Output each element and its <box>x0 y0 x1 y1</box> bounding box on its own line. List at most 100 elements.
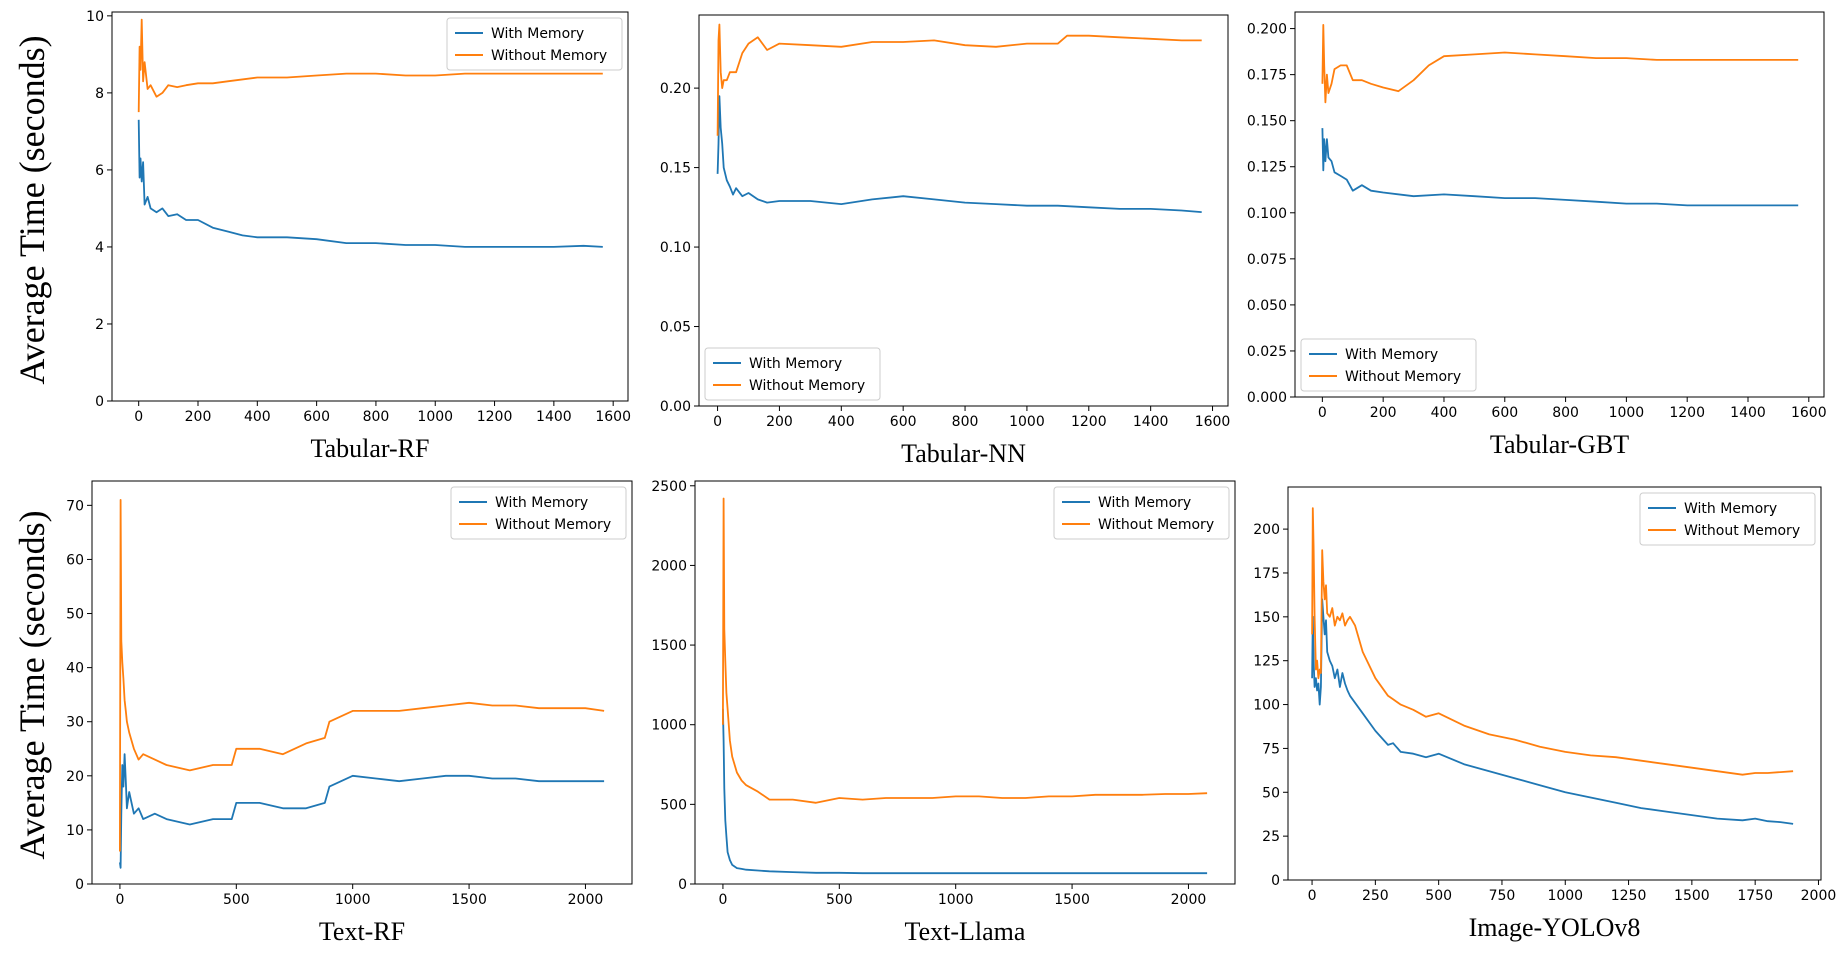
y-tick-label: 0.150 <box>1247 114 1287 130</box>
chart-3: 0 200 400 600 800 1000 1200 1400 1600 0.000 0.025 0… <box>1247 11 1827 459</box>
y-tick-label: 10 <box>66 823 84 839</box>
subplot-title: Text-RF <box>319 917 405 946</box>
y-tick-label: 0 <box>75 877 84 893</box>
series-line-without-memory <box>716 23 1202 136</box>
legend-label-without-memory: Without Memory <box>495 517 611 533</box>
series-line-with-memory <box>716 95 1202 213</box>
y-tick-label: 0.025 <box>1247 344 1287 360</box>
x-tick-label: 1600 <box>1195 414 1231 430</box>
x-tick-label: 1000 <box>938 892 974 908</box>
x-tick-label: 2000 <box>1801 888 1837 904</box>
chart-2: 0 200 400 600 800 1000 1200 1400 1600 0.00 0.05 0.1… <box>660 14 1231 468</box>
series-line-with-memory <box>722 708 1208 875</box>
x-tick-label: 200 <box>1370 405 1397 421</box>
y-tick-label: 200 <box>1253 522 1280 538</box>
x-tick-label: 1200 <box>1071 414 1107 430</box>
x-tick-label: 1400 <box>1730 405 1766 421</box>
x-tick-label: 0 <box>713 414 722 430</box>
y-tick-label: 0.10 <box>660 240 691 256</box>
legend-box <box>704 347 881 401</box>
legend-label-without-memory: Without Memory <box>1684 523 1800 539</box>
y-tick-label: 20 <box>66 769 84 785</box>
y-tick-label: 1500 <box>651 638 687 654</box>
y-tick-label: 0.175 <box>1247 68 1287 84</box>
subplot-title: Tabular-GBT <box>1490 430 1629 459</box>
y-tick-label: 75 <box>1262 741 1280 757</box>
y-tick-label: 0 <box>678 877 687 893</box>
x-tick-label: 800 <box>1552 405 1579 421</box>
x-tick-label: 2000 <box>1171 892 1207 908</box>
legend-box <box>446 17 623 71</box>
x-tick-label: 500 <box>223 892 250 908</box>
legend: With Memory Without Memory <box>704 347 881 401</box>
x-tick-label: 0 <box>1318 405 1327 421</box>
y-tick-label: 0.050 <box>1247 298 1287 314</box>
x-tick-label: 1400 <box>536 409 572 425</box>
y-tick-label: 2500 <box>651 479 687 495</box>
y-tick-label: 0.200 <box>1247 22 1287 38</box>
legend-box <box>1300 338 1477 392</box>
y-tick-label: 6 <box>95 163 104 179</box>
series-line-without-memory <box>1311 507 1794 776</box>
y-axis-label-top: Average Time (seconds) <box>12 35 52 385</box>
x-tick-label: 1500 <box>1054 892 1090 908</box>
x-tick-label: 1600 <box>1791 405 1827 421</box>
x-tick-label: 750 <box>1489 888 1516 904</box>
legend-label-without-memory: Without Memory <box>491 48 607 64</box>
series-line-without-memory <box>137 18 603 113</box>
x-tick-label: 1250 <box>1611 888 1647 904</box>
legend-label-with-memory: With Memory <box>495 495 588 511</box>
y-tick-label: 0.20 <box>660 81 691 97</box>
y-tick-label: 50 <box>1262 785 1280 801</box>
series-line-with-memory <box>1311 598 1794 825</box>
chart-6: 0 250 500 750 1000 1250 1500 1750 2000 0 25 50 75 100… <box>1253 486 1837 942</box>
x-tick-label: 600 <box>303 409 330 425</box>
y-tick-label: 2000 <box>651 558 687 574</box>
x-tick-label: 500 <box>826 892 853 908</box>
series-line-without-memory <box>119 498 605 852</box>
series-line-with-memory <box>119 753 605 869</box>
subplot-title: Tabular-RF <box>311 434 430 463</box>
y-tick-label: 60 <box>66 552 84 568</box>
x-tick-label: 600 <box>890 414 917 430</box>
x-tick-label: 0 <box>115 892 124 908</box>
legend: With Memory Without Memory <box>1053 486 1230 540</box>
y-tick-label: 0.05 <box>660 320 691 336</box>
y-tick-label: 4 <box>95 240 104 256</box>
x-tick-label: 1500 <box>1674 888 1710 904</box>
chart-5: 0 500 1000 1500 2000 0 500 1000 1500 2000 2500 Text… <box>651 479 1236 946</box>
series-line-without-memory <box>722 497 1208 804</box>
legend-box <box>1639 492 1816 546</box>
y-tick-label: 2 <box>95 317 104 333</box>
legend-label-without-memory: Without Memory <box>1345 369 1461 385</box>
x-tick-label: 1600 <box>595 409 631 425</box>
y-tick-label: 1000 <box>651 718 687 734</box>
x-tick-label: 1000 <box>1009 414 1045 430</box>
plot-frame <box>1294 11 1825 398</box>
legend: With Memory Without Memory <box>1300 338 1477 392</box>
x-tick-label: 1400 <box>1133 414 1169 430</box>
y-tick-label: 500 <box>660 797 687 813</box>
x-tick-label: 1000 <box>1609 405 1645 421</box>
plot-frame <box>1287 486 1822 881</box>
legend-label-with-memory: With Memory <box>749 356 842 372</box>
y-tick-label: 0.075 <box>1247 252 1287 268</box>
y-tick-label: 175 <box>1253 566 1280 582</box>
y-tick-label: 0.000 <box>1247 390 1287 406</box>
x-tick-label: 1000 <box>1547 888 1583 904</box>
x-tick-label: 1000 <box>417 409 453 425</box>
legend-label-without-memory: Without Memory <box>1098 517 1214 533</box>
x-tick-label: 1200 <box>477 409 513 425</box>
x-tick-label: 400 <box>1431 405 1458 421</box>
x-tick-label: 200 <box>766 414 793 430</box>
x-tick-label: 250 <box>1362 888 1389 904</box>
legend-label-with-memory: With Memory <box>1345 347 1438 363</box>
subplot-title: Text-Llama <box>905 917 1026 946</box>
x-tick-label: 600 <box>1491 405 1518 421</box>
y-tick-label: 0.15 <box>660 161 691 177</box>
x-tick-label: 0 <box>1308 888 1317 904</box>
subplot-title: Image-YOLOv8 <box>1469 913 1641 942</box>
y-tick-label: 0 <box>1271 873 1280 889</box>
chart-4: 0 500 1000 1500 2000 0 10 20 30 40 50 60 70 Text-RF Wi… <box>66 480 633 946</box>
